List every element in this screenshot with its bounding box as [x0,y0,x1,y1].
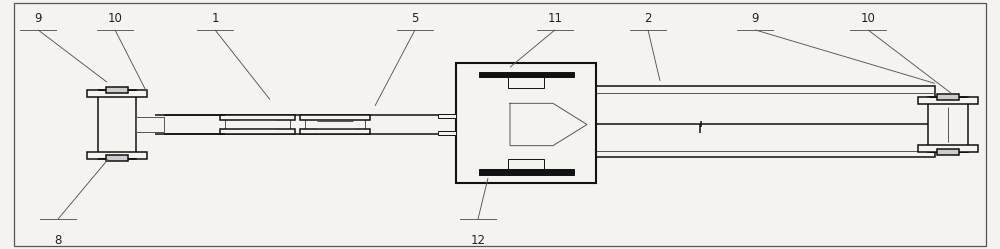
Bar [300,129,370,134]
Bar [928,97,968,152]
Text: 12: 12 [471,234,486,247]
Text: 10: 10 [108,12,122,25]
Bar [937,94,959,100]
Text: 8: 8 [54,234,62,247]
Bar [305,115,365,134]
Bar [918,145,978,152]
Bar [87,90,147,97]
Bar [918,97,978,104]
Bar [479,169,574,175]
Text: 10: 10 [861,12,875,25]
Text: 9: 9 [34,12,42,25]
Bar [220,115,295,120]
Text: 2: 2 [644,12,652,25]
Bar [937,149,959,155]
Bar [136,117,164,132]
Bar [106,155,128,161]
Bar [508,159,544,169]
Text: 11: 11 [548,12,562,25]
Bar [225,115,290,134]
Bar [87,152,147,159]
Bar [595,86,935,157]
Bar [438,114,456,118]
Text: 5: 5 [411,12,419,25]
Bar [438,131,456,135]
Bar [479,72,574,77]
Bar [508,77,544,88]
Bar [456,63,596,183]
Bar [106,87,128,93]
Text: 9: 9 [751,12,759,25]
Bar [300,115,370,120]
Text: 1: 1 [211,12,219,25]
Bar [220,129,295,134]
Bar [98,90,136,159]
